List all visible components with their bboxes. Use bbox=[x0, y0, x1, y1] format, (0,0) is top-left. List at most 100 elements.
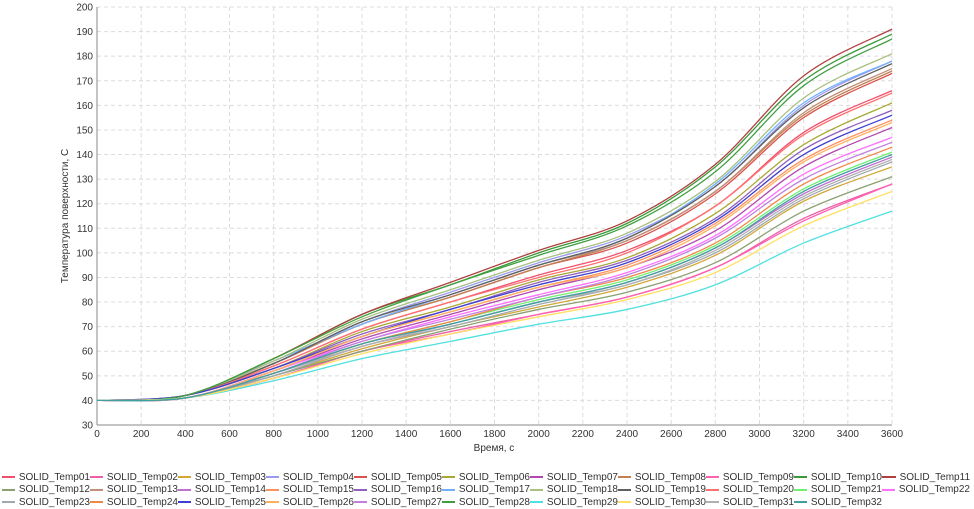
legend-item[interactable]: SOLID_Temp18 bbox=[530, 484, 618, 497]
legend-item[interactable]: SOLID_Temp22 bbox=[882, 484, 970, 497]
legend-swatch bbox=[266, 501, 279, 504]
x-tick-label: 1800 bbox=[483, 429, 506, 440]
legend-swatch bbox=[706, 501, 719, 504]
legend-swatch bbox=[706, 476, 719, 479]
y-tick-label: 190 bbox=[76, 27, 93, 38]
legend-item[interactable]: SOLID_Temp07 bbox=[530, 471, 618, 484]
legend-item[interactable]: SOLID_Temp27 bbox=[354, 496, 442, 509]
legend-label: SOLID_Temp31 bbox=[722, 496, 794, 508]
legend-swatch bbox=[354, 501, 367, 504]
y-tick-label: 40 bbox=[82, 396, 94, 407]
legend-item[interactable]: SOLID_Temp09 bbox=[706, 471, 794, 484]
y-tick-label: 160 bbox=[76, 101, 93, 112]
legend-swatch bbox=[618, 501, 631, 504]
legend-item[interactable]: SOLID_Temp12 bbox=[2, 484, 90, 497]
y-tick-label: 110 bbox=[77, 224, 93, 235]
legend-item[interactable]: SOLID_Temp02 bbox=[90, 471, 178, 484]
legend-item[interactable]: SOLID_Temp01 bbox=[2, 471, 90, 484]
y-tick-label: 170 bbox=[76, 76, 93, 87]
y-tick-label: 120 bbox=[76, 199, 93, 210]
y-tick-label: 140 bbox=[76, 150, 93, 161]
legend-label: SOLID_Temp15 bbox=[282, 484, 354, 496]
y-tick-label: 80 bbox=[82, 298, 94, 309]
legend-swatch bbox=[2, 488, 15, 491]
legend-label: SOLID_Temp27 bbox=[370, 496, 442, 508]
legend-item[interactable]: SOLID_Temp16 bbox=[354, 484, 442, 497]
y-axis-label: Температура поверхности, С bbox=[60, 149, 71, 284]
x-tick-label: 1400 bbox=[395, 429, 418, 440]
series-line-solid-temp19 bbox=[96, 62, 893, 402]
legend-item[interactable]: SOLID_Temp23 bbox=[2, 496, 90, 509]
legend-swatch bbox=[530, 476, 543, 479]
legend-label: SOLID_Temp20 bbox=[722, 484, 794, 496]
x-tick-label: 400 bbox=[177, 429, 194, 440]
legend-item[interactable]: SOLID_Temp32 bbox=[794, 496, 882, 509]
legend-swatch bbox=[530, 501, 543, 504]
legend-swatch bbox=[354, 476, 367, 479]
legend-item[interactable]: SOLID_Temp11 bbox=[882, 471, 970, 484]
legend-swatch bbox=[266, 476, 279, 479]
series-lines bbox=[96, 28, 893, 402]
legend-label: SOLID_Temp23 bbox=[18, 496, 90, 508]
legend-label: SOLID_Temp04 bbox=[282, 471, 354, 483]
legend-item[interactable]: SOLID_Temp30 bbox=[618, 496, 706, 509]
legend-label: SOLID_Temp14 bbox=[194, 484, 266, 496]
series-line-solid-temp23 bbox=[96, 161, 893, 402]
legend-swatch bbox=[794, 476, 807, 479]
legend-swatch bbox=[442, 501, 455, 504]
legend-item[interactable]: SOLID_Temp20 bbox=[706, 484, 794, 497]
legend-item[interactable]: SOLID_Temp19 bbox=[618, 484, 706, 497]
legend-item[interactable]: SOLID_Temp29 bbox=[530, 496, 618, 509]
legend-item[interactable]: SOLID_Temp06 bbox=[442, 471, 530, 484]
x-tick-label: 2400 bbox=[616, 429, 639, 440]
x-axis-label: Время, с bbox=[474, 443, 515, 454]
legend-item[interactable]: SOLID_Temp28 bbox=[442, 496, 530, 509]
legend-label: SOLID_Temp12 bbox=[18, 484, 90, 496]
legend-item[interactable]: SOLID_Temp04 bbox=[266, 471, 354, 484]
legend-label: SOLID_Temp06 bbox=[458, 471, 530, 483]
legend-swatch bbox=[618, 488, 631, 491]
legend-label: SOLID_Temp24 bbox=[106, 496, 178, 508]
x-tick-label: 2800 bbox=[704, 429, 727, 440]
legend-row: SOLID_Temp23 SOLID_Temp24 SOLID_Temp25 SOLI… bbox=[2, 496, 974, 509]
x-tick-label: 2200 bbox=[572, 429, 595, 440]
series-line-solid-temp32 bbox=[96, 153, 893, 402]
y-tick-label: 90 bbox=[82, 273, 94, 284]
legend-label: SOLID_Temp32 bbox=[810, 496, 882, 508]
legend-label: SOLID_Temp08 bbox=[634, 471, 706, 483]
y-tick-label: 70 bbox=[82, 322, 94, 333]
x-tick-label: 2600 bbox=[660, 429, 683, 440]
legend-label: SOLID_Temp05 bbox=[370, 471, 442, 483]
legend-label: SOLID_Temp19 bbox=[634, 484, 706, 496]
line-chart: 30 40 50 60 70 80 90 100 110 120 130 140 150 160 170 18… bbox=[60, 3, 904, 455]
series-line-solid-temp25 bbox=[96, 114, 893, 402]
series-line-solid-temp20 bbox=[96, 92, 893, 402]
legend-item[interactable]: SOLID_Temp17 bbox=[442, 484, 530, 497]
axes: 30 40 50 60 70 80 90 100 110 120 130 140 150 160 170 18… bbox=[76, 3, 903, 441]
y-tick-label: 50 bbox=[82, 371, 94, 382]
x-tick-label: 200 bbox=[133, 429, 150, 440]
legend-item[interactable]: SOLID_Temp15 bbox=[266, 484, 354, 497]
legend-swatch bbox=[354, 488, 367, 491]
legend-item[interactable]: SOLID_Temp21 bbox=[794, 484, 882, 497]
x-tick-label: 3600 bbox=[881, 429, 904, 440]
legend-item[interactable]: SOLID_Temp05 bbox=[354, 471, 442, 484]
legend-swatch bbox=[266, 488, 279, 491]
legend-item[interactable]: SOLID_Temp25 bbox=[178, 496, 266, 509]
legend-label: SOLID_Temp30 bbox=[634, 496, 706, 508]
legend-item[interactable]: SOLID_Temp08 bbox=[618, 471, 706, 484]
legend-item[interactable]: SOLID_Temp10 bbox=[794, 471, 882, 484]
legend-item[interactable]: SOLID_Temp26 bbox=[266, 496, 354, 509]
x-tick-label: 1200 bbox=[351, 429, 374, 440]
legend-item[interactable]: SOLID_Temp14 bbox=[178, 484, 266, 497]
legend-label: SOLID_Temp02 bbox=[106, 471, 178, 483]
grid bbox=[96, 6, 893, 426]
y-tick-label: 150 bbox=[76, 125, 93, 136]
legend-item[interactable]: SOLID_Temp31 bbox=[706, 496, 794, 509]
legend-item[interactable]: SOLID_Temp03 bbox=[178, 471, 266, 484]
legend-item[interactable]: SOLID_Temp24 bbox=[90, 496, 178, 509]
legend-item[interactable]: SOLID_Temp13 bbox=[90, 484, 178, 497]
legend-swatch bbox=[794, 501, 807, 504]
legend-swatch bbox=[706, 488, 719, 491]
legend-swatch bbox=[178, 501, 191, 504]
